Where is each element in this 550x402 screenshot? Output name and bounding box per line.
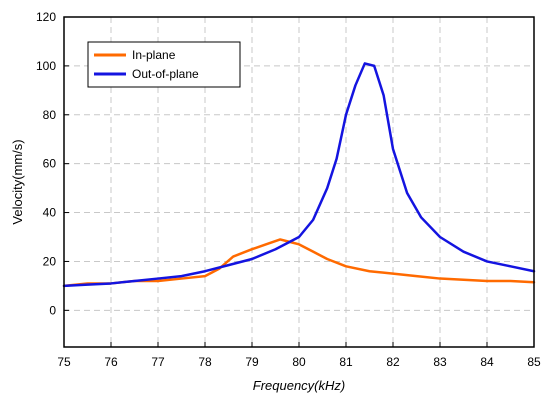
x-tick-label: 84 bbox=[480, 355, 494, 369]
y-axis-label: Velocity(mm/s) bbox=[10, 139, 25, 224]
y-tick-label: 20 bbox=[43, 254, 57, 268]
x-tick-label: 80 bbox=[292, 355, 306, 369]
legend-box bbox=[87, 41, 241, 88]
x-tick-label: 79 bbox=[245, 355, 259, 369]
x-tick-label: 82 bbox=[386, 355, 400, 369]
y-tick-label: 80 bbox=[43, 108, 57, 122]
x-tick-label: 78 bbox=[198, 355, 212, 369]
legend: In-plane Out-of-plane bbox=[87, 41, 241, 88]
legend-label-in-plane: In-plane bbox=[132, 48, 176, 62]
y-tick-label: 0 bbox=[49, 303, 56, 317]
series-line-out-of-plane bbox=[62, 62, 536, 288]
x-tick-label: 77 bbox=[151, 355, 165, 369]
x-tick-label: 75 bbox=[57, 355, 71, 369]
x-tick-label: 85 bbox=[527, 355, 541, 369]
y-tick-label: 100 bbox=[36, 59, 56, 73]
x-axis-label: Frequency(kHz) bbox=[253, 378, 345, 393]
x-tick-label: 83 bbox=[433, 355, 447, 369]
series-lines bbox=[62, 62, 536, 288]
y-tick-label: 60 bbox=[43, 157, 57, 171]
y-tick-label: 40 bbox=[43, 206, 57, 220]
x-tick-label: 81 bbox=[339, 355, 353, 369]
axis-ticks: 75 76 77 78 79 80 81 82 83 84 85 0 20 40 60 80 100 120 bbox=[36, 10, 541, 369]
y-tick-label: 120 bbox=[36, 10, 56, 24]
legend-label-out-of-plane: Out-of-plane bbox=[132, 67, 199, 81]
x-tick-label: 76 bbox=[104, 355, 118, 369]
